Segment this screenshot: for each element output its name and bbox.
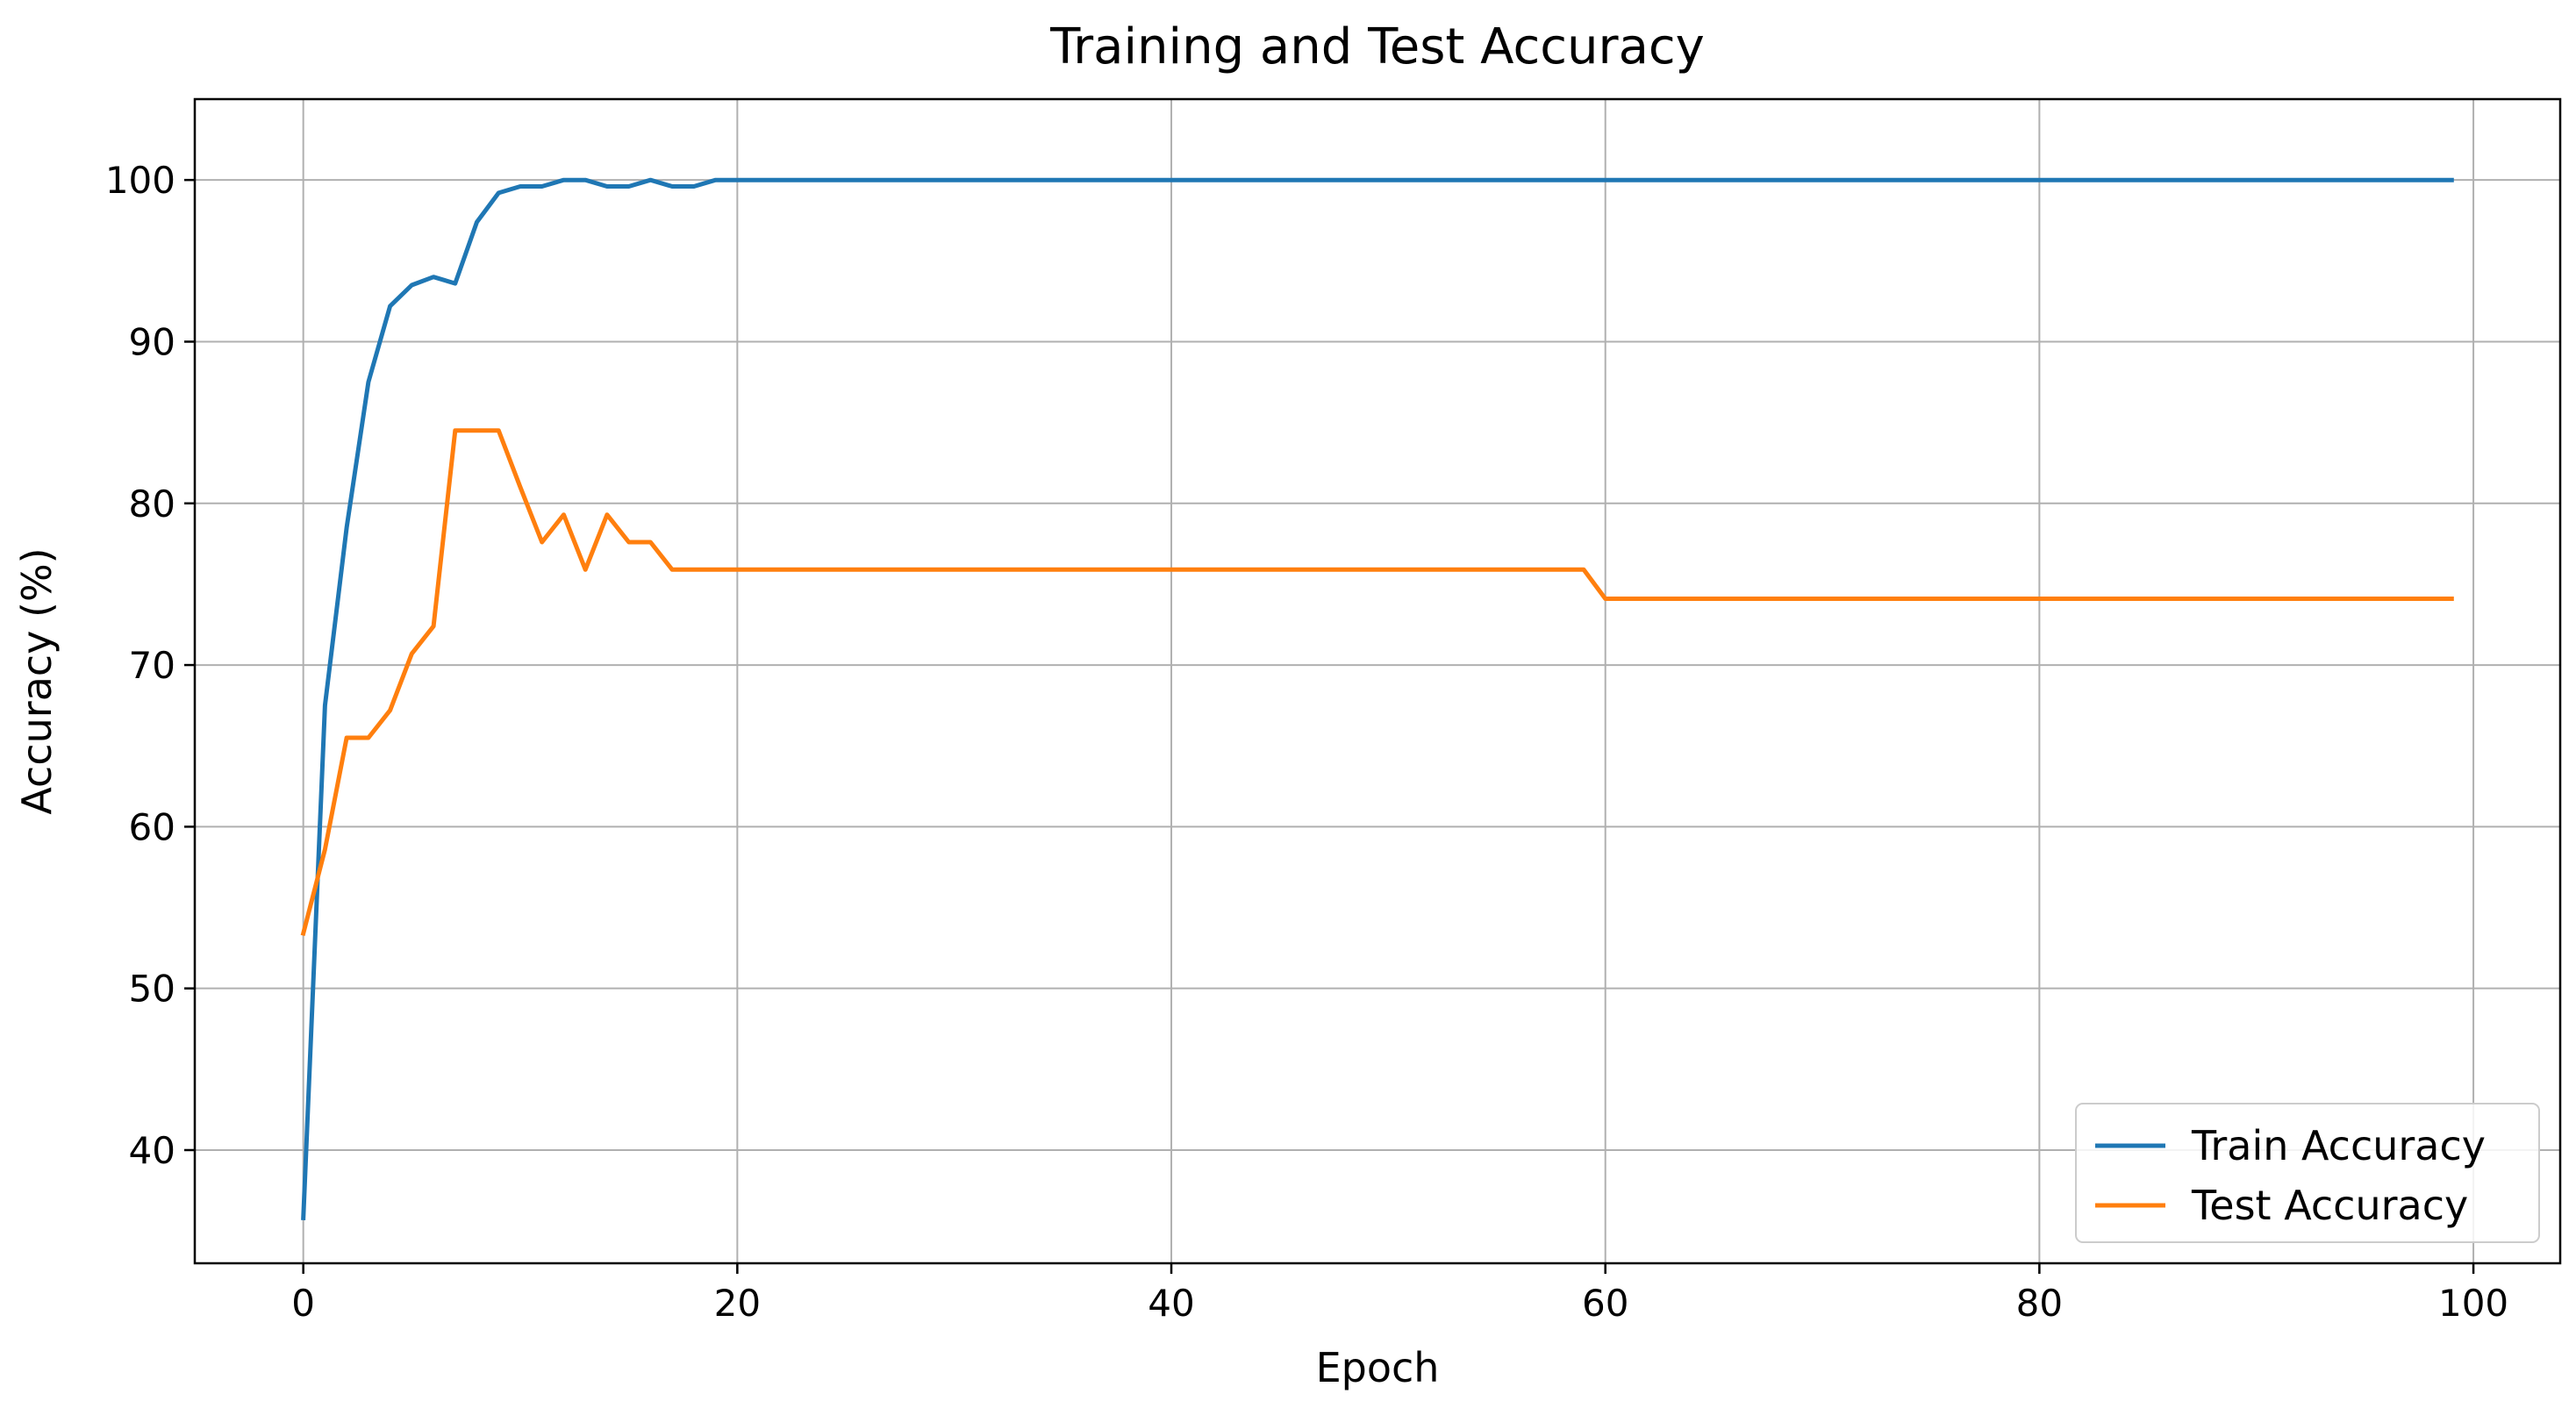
- y-tick-label: 50: [129, 968, 175, 1011]
- legend: Train Accuracy Test Accuracy: [2075, 1103, 2540, 1243]
- chart-title: Training and Test Accuracy: [1049, 18, 1705, 75]
- x-axis-ticks: 0 20 40 60 80 100: [291, 1263, 2508, 1325]
- series-line-test: [300, 428, 2454, 937]
- legend-entries: Train Accuracy Test Accuracy: [2095, 1122, 2486, 1229]
- x-tick-label: 40: [1148, 1282, 1194, 1325]
- y-tick-label: 90: [129, 320, 175, 363]
- y-axis-ticks: 40 50 60 70 80 90 100: [105, 159, 195, 1172]
- series-line-train: [301, 177, 2454, 1221]
- x-tick-label: 20: [714, 1282, 761, 1325]
- x-axis-title: Epoch: [1316, 1344, 1440, 1391]
- legend-box: [2075, 1103, 2540, 1243]
- series-lines: [300, 177, 2454, 1221]
- x-tick-label: 60: [1582, 1282, 1628, 1325]
- y-tick-label: 80: [129, 482, 175, 525]
- legend-label: Test Accuracy: [2191, 1182, 2468, 1229]
- plot-area-frame: [193, 97, 2562, 1265]
- x-tick-label: 100: [2438, 1282, 2508, 1325]
- x-tick-label: 0: [291, 1282, 315, 1325]
- grid: [195, 99, 2560, 1263]
- y-tick-label: 100: [105, 159, 175, 202]
- y-tick-label: 40: [129, 1129, 175, 1172]
- y-axis-title: Accuracy (%): [13, 547, 61, 814]
- legend-label: Train Accuracy: [2191, 1122, 2486, 1169]
- y-tick-label: 70: [129, 644, 175, 687]
- y-tick-label: 60: [129, 805, 175, 848]
- x-tick-label: 80: [2016, 1282, 2063, 1325]
